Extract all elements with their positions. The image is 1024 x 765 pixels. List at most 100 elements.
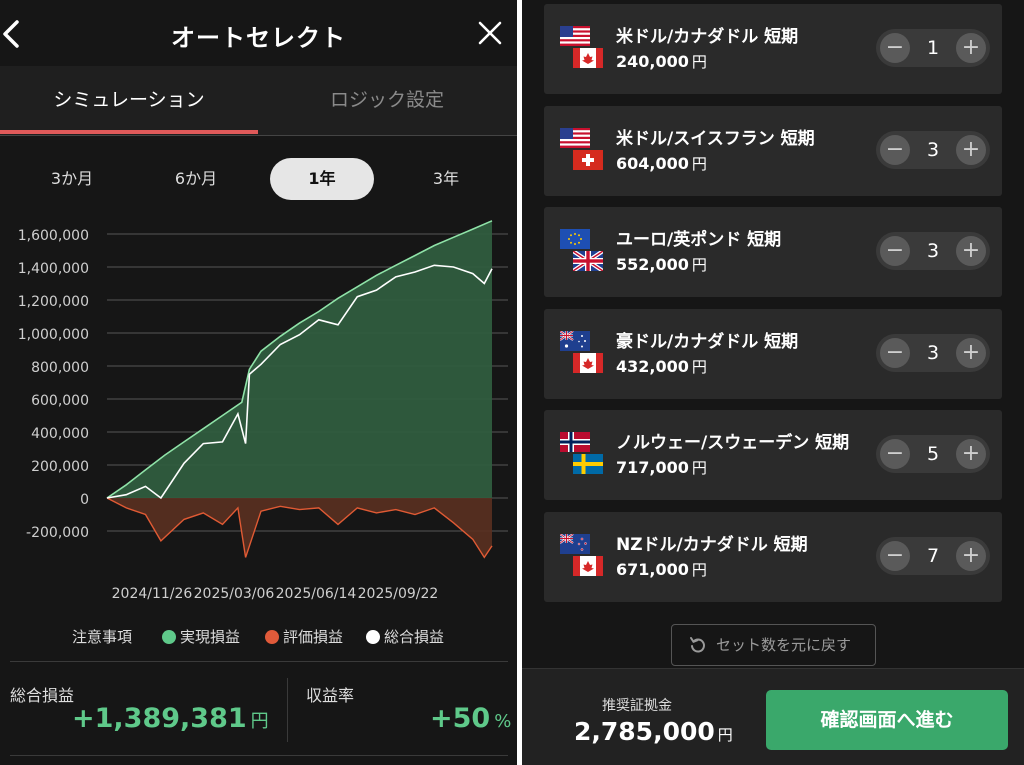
- norway-flag-icon: [560, 432, 590, 452]
- currency-pair-card: NZドル/カナダドル 短期 671,000 円 −7 +: [544, 511, 1002, 602]
- undo-icon: [690, 637, 705, 653]
- currency-pair-flags: [560, 229, 608, 275]
- pair-margin-unit: 円: [691, 256, 707, 274]
- uk-flag-icon: [573, 251, 603, 271]
- set-count-stepper: −3 +: [876, 130, 990, 169]
- us-flag-icon: [560, 127, 590, 148]
- decrement-button[interactable]: −: [880, 540, 910, 571]
- swiss-flag-icon: [573, 149, 603, 170]
- currency-pair-flags: [560, 127, 608, 174]
- return-rate-number: +50: [430, 703, 491, 734]
- legend-item-realized: 実現損益: [162, 626, 240, 647]
- set-count-value: 7: [926, 544, 940, 567]
- set-count-value: 1: [926, 37, 940, 59]
- currency-pair-flags: [560, 330, 608, 377]
- pair-margin-value: 671,000: [616, 559, 689, 579]
- y-tick-label: 1,400,000: [18, 261, 89, 277]
- canada-flag-icon: [573, 48, 603, 68]
- y-tick-label: 600,000: [31, 393, 89, 409]
- pair-margin-unit: 円: [691, 154, 707, 173]
- close-button[interactable]: [477, 20, 503, 46]
- back-button[interactable]: [0, 14, 24, 54]
- period-6-months[interactable]: 6か月: [174, 169, 218, 188]
- pair-margin: 552,000 円: [616, 254, 707, 275]
- pair-margin-unit: 円: [691, 560, 707, 579]
- decrement-button[interactable]: −: [880, 439, 910, 469]
- period-3-years[interactable]: 3年: [432, 169, 460, 188]
- divider: [10, 755, 508, 756]
- set-count-value: 5: [926, 443, 940, 465]
- decrement-button[interactable]: −: [880, 134, 910, 165]
- increment-button[interactable]: +: [956, 33, 986, 63]
- period-1-year[interactable]: 1年: [270, 158, 374, 200]
- tab-logic-settings[interactable]: ロジック設定: [329, 89, 444, 111]
- return-rate-value: +50%: [430, 703, 511, 734]
- unrealized-line: [106, 497, 493, 559]
- y-tick-label: 1,000,000: [18, 327, 89, 343]
- set-count-stepper: −3 +: [876, 232, 990, 270]
- new-zealand-flag-icon: [560, 533, 590, 554]
- increment-button[interactable]: +: [956, 439, 986, 469]
- eu-flag-icon: [560, 229, 590, 249]
- y-tick-label: 400,000: [31, 426, 89, 442]
- legend-dot-unrealized: [265, 630, 279, 644]
- legend-label-realized: 実現損益: [180, 628, 241, 646]
- increment-button[interactable]: +: [956, 337, 986, 368]
- close-icon: [478, 21, 502, 45]
- realized-area: [107, 220, 492, 499]
- unrealized-area: [107, 498, 492, 558]
- proceed-to-confirm-button[interactable]: 確認画面へ進む: [766, 690, 1008, 750]
- currency-pair-flags: [560, 533, 608, 580]
- y-tick-label: 1,200,000: [18, 294, 89, 310]
- chart-legend: 注意事項 実現損益 評価損益 総合損益: [0, 626, 517, 650]
- decrement-button[interactable]: −: [880, 236, 910, 266]
- set-count-stepper: −3 +: [876, 333, 990, 372]
- recommended-margin-number: 2,785,000: [574, 717, 715, 746]
- return-rate-unit: %: [494, 711, 512, 732]
- return-rate-label: 収益率: [306, 686, 355, 705]
- period-selector: 3か月 6か月 1年 3年: [0, 158, 517, 202]
- currency-pair-card: 豪ドル/カナダドル 短期 432,000 円 −3 +: [544, 308, 1002, 399]
- active-tab-indicator: [0, 130, 258, 134]
- legend-label-unrealized: 評価損益: [283, 628, 344, 646]
- divider: [10, 661, 508, 662]
- decrement-button[interactable]: −: [880, 33, 910, 63]
- notes-link[interactable]: 注意事項: [72, 628, 133, 646]
- pair-margin: 240,000 円: [616, 51, 707, 72]
- increment-button[interactable]: +: [956, 134, 986, 165]
- chevron-left-icon: [3, 20, 19, 48]
- set-count-value: 3: [926, 341, 940, 364]
- top-bar: オートセレクト: [0, 0, 517, 66]
- reset-sets-label: セット数を元に戻す: [716, 636, 852, 654]
- realized-line: [106, 220, 493, 499]
- legend-dot-total: [366, 630, 380, 644]
- y-tick-label: 200,000: [31, 459, 89, 475]
- set-count-stepper: −7 +: [876, 536, 990, 575]
- pair-margin-value: 552,000: [616, 255, 689, 274]
- currency-pair-flags: [560, 432, 608, 478]
- recommended-margin-value: 2,785,000 円: [574, 717, 733, 746]
- reset-sets-button[interactable]: セット数を元に戻す: [671, 624, 876, 666]
- increment-button[interactable]: +: [956, 540, 986, 571]
- set-count-stepper: −5 +: [876, 435, 990, 473]
- y-tick-label: -200,000: [26, 525, 89, 541]
- tab-simulation[interactable]: シミュレーション: [53, 89, 205, 111]
- summary-divider: [287, 678, 288, 742]
- y-tick-label: 1,600,000: [18, 228, 89, 244]
- total-profit-unit: 円: [250, 711, 269, 732]
- pair-margin: 604,000 円: [616, 153, 707, 174]
- canada-flag-icon: [573, 352, 603, 373]
- recommended-margin-label: 推奨証拠金: [602, 698, 672, 714]
- pair-margin-value: 604,000: [616, 153, 689, 173]
- legend-item-unrealized: 評価損益: [265, 626, 343, 647]
- currency-pair-card: ノルウェー/スウェーデン 短期 717,000 円 −5 +: [544, 410, 1002, 500]
- set-count-value: 3: [926, 240, 940, 262]
- x-tick-label: 2025/09/22: [358, 586, 439, 602]
- x-tick-label: 2024/11/26: [112, 586, 193, 602]
- profit-chart: 1,600,000 1,400,000 1,200,000 1,000,000 800,…: [18, 220, 508, 602]
- legend-item-total: 総合損益: [366, 626, 444, 647]
- period-3-months[interactable]: 3か月: [50, 169, 94, 188]
- pair-name: ノルウェー/スウェーデン 短期: [616, 433, 850, 453]
- increment-button[interactable]: +: [956, 236, 986, 266]
- decrement-button[interactable]: −: [880, 337, 910, 368]
